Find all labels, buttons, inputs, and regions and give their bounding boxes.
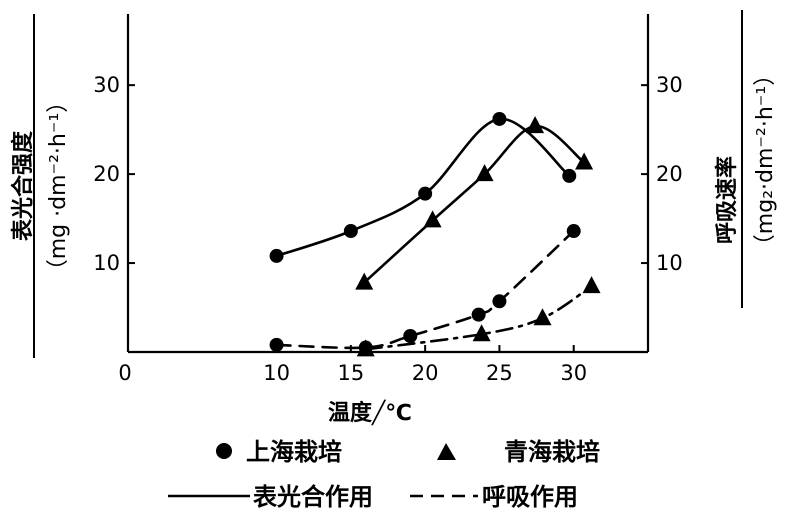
data-point-circle — [269, 248, 284, 263]
data-point-circle — [418, 186, 433, 201]
data-markers — [269, 111, 601, 357]
legend-triangle-marker — [437, 443, 456, 460]
data-point-triangle — [355, 272, 374, 290]
right-axis-title: 呼吸速率 — [714, 156, 740, 244]
left-y-tick-label: 20 — [93, 162, 120, 186]
right-y-tick-label: 10 — [656, 251, 683, 275]
data-point-circle — [566, 224, 581, 239]
data-point-triangle — [533, 308, 552, 326]
left-y-tick-label: 10 — [93, 251, 120, 275]
x-tick-label: 25 — [486, 361, 513, 385]
x-tick-label: 0 — [118, 361, 131, 385]
left-y-tick-label: 30 — [93, 73, 120, 97]
data-point-circle — [269, 337, 284, 352]
right-axis-title-unit: （mg₂·dm⁻²·h⁻¹） — [753, 64, 778, 256]
legend-label-photosynthesis: 表光合作用 — [253, 483, 373, 511]
legend-circle-marker — [216, 443, 232, 459]
data-point-triangle — [475, 164, 494, 182]
data-point-circle — [471, 307, 486, 322]
tick-labels: 0 10 15 20 25 30 10 20 30 10 20 30 — [93, 73, 682, 385]
legend-label-qinghai: 青海栽培 — [504, 438, 600, 466]
x-tick-label: 15 — [337, 361, 364, 385]
right-y-tick-label: 30 — [656, 73, 683, 97]
data-point-triangle — [582, 276, 601, 294]
data-point-triangle — [423, 210, 442, 228]
series-line-1 — [362, 124, 586, 284]
data-point-triangle — [575, 152, 594, 170]
data-point-circle — [562, 168, 577, 183]
data-point-triangle — [356, 339, 375, 357]
legend-label-respiration: 呼吸作用 — [482, 483, 578, 511]
legend-label-shanghai: 上海栽培 — [246, 438, 342, 466]
x-tick-label: 10 — [263, 361, 290, 385]
right-axis-unit: （mg₂·dm⁻²·h⁻¹） — [753, 64, 778, 256]
left-axis-unit: （mg ·dm⁻²·h⁻¹） — [46, 91, 71, 282]
data-point-triangle — [526, 116, 545, 134]
left-axis-title: 表光合强度 — [10, 130, 36, 241]
data-point-circle — [403, 328, 418, 343]
left-axis-title-unit: （mg ·dm⁻²·h⁻¹） — [46, 91, 71, 282]
x-axis-title: 温度╱℃ — [328, 399, 412, 426]
data-point-circle — [343, 224, 358, 239]
right-axis-title-main: 呼吸速率 — [714, 156, 740, 244]
data-point-circle — [492, 111, 507, 126]
x-tick-label: 30 — [560, 361, 587, 385]
series-line-3 — [364, 284, 593, 351]
left-axis-title-main: 表光合强度 — [10, 130, 36, 241]
data-point-triangle — [472, 324, 491, 342]
axis-ticks — [128, 84, 648, 352]
right-y-tick-label: 20 — [656, 162, 683, 186]
x-tick-label: 20 — [412, 361, 439, 385]
series-line-2 — [275, 229, 575, 350]
data-point-circle — [492, 294, 507, 309]
